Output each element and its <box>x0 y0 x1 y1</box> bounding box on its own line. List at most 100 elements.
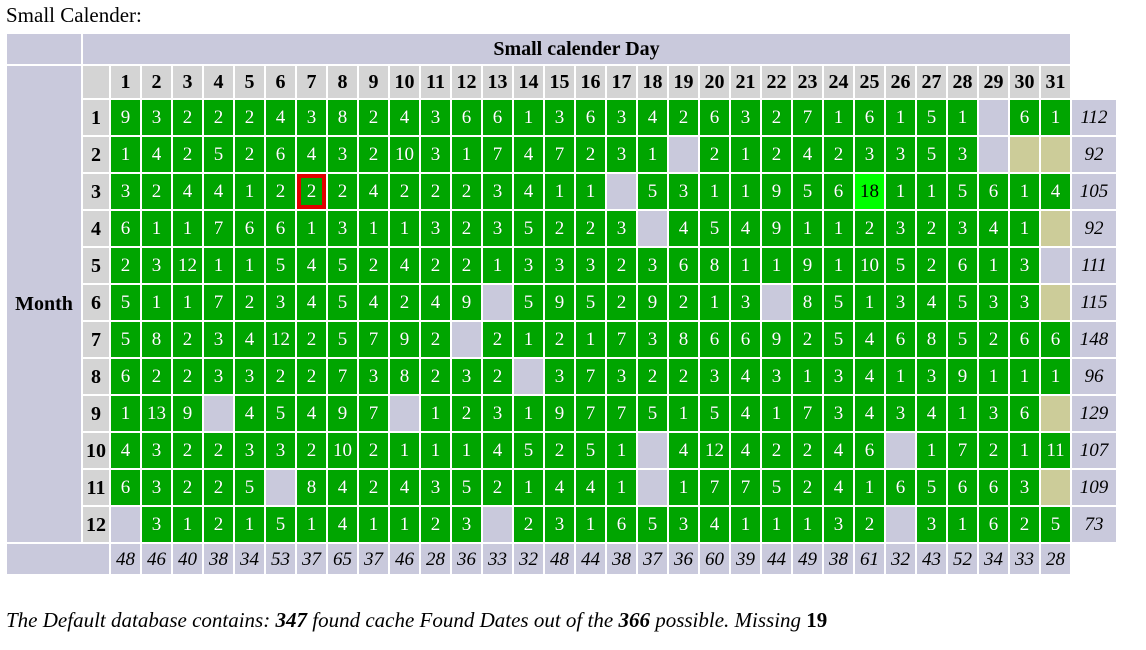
day-cell: 6 <box>1041 322 1070 357</box>
day-cell: 3 <box>638 248 667 283</box>
day-cell: 3 <box>638 322 667 357</box>
day-cell: 6 <box>483 100 512 135</box>
day-cell: 5 <box>700 396 729 431</box>
day-cell: 3 <box>545 248 574 283</box>
day-cell: 1 <box>669 396 698 431</box>
day-cell: 1 <box>824 100 853 135</box>
day-cell: 6 <box>235 211 264 246</box>
day-header: 10 <box>390 66 419 98</box>
day-cell: 1 <box>235 507 264 542</box>
day-cell: 5 <box>266 507 295 542</box>
day-cell <box>111 507 140 542</box>
day-cell: 1 <box>638 137 667 172</box>
corner-cell <box>7 34 81 64</box>
day-cell: 7 <box>359 396 388 431</box>
day-cell: 3 <box>142 433 171 468</box>
day-cell: 4 <box>793 137 822 172</box>
day-cell: 9 <box>762 322 791 357</box>
column-total: 44 <box>576 544 605 574</box>
month-label: 4 <box>83 211 109 246</box>
column-total: 32 <box>886 544 915 574</box>
month-label: 9 <box>83 396 109 431</box>
day-cell: 1 <box>452 137 481 172</box>
day-cell: 2 <box>514 507 543 542</box>
day-cell: 7 <box>576 359 605 394</box>
day-header: 16 <box>576 66 605 98</box>
day-cell: 3 <box>607 359 636 394</box>
day-cell: 2 <box>297 433 326 468</box>
day-cell: 4 <box>235 396 264 431</box>
day-cell: 2 <box>359 137 388 172</box>
day-header: 13 <box>483 66 512 98</box>
day-cell: 5 <box>576 285 605 320</box>
day-cell: 8 <box>669 322 698 357</box>
day-cell <box>979 100 1008 135</box>
day-cell <box>979 137 1008 172</box>
row-total: 92 <box>1072 211 1116 246</box>
day-cell <box>1041 248 1070 283</box>
column-total: 48 <box>545 544 574 574</box>
day-cell: 4 <box>235 322 264 357</box>
day-cell: 1 <box>1010 174 1039 209</box>
day-cell: 1 <box>514 322 543 357</box>
column-total: 53 <box>266 544 295 574</box>
day-cell: 3 <box>142 470 171 505</box>
day-cell: 2 <box>111 248 140 283</box>
day-cell: 4 <box>328 507 357 542</box>
day-cell <box>1041 396 1070 431</box>
day-cell: 6 <box>700 100 729 135</box>
day-cell: 1 <box>762 248 791 283</box>
day-cell: 3 <box>700 359 729 394</box>
day-cell: 13 <box>142 396 171 431</box>
day-cell: 3 <box>328 137 357 172</box>
day-cell: 3 <box>1010 470 1039 505</box>
day-cell: 6 <box>111 470 140 505</box>
day-cell: 1 <box>917 174 946 209</box>
day-cell: 4 <box>297 137 326 172</box>
day-cell: 10 <box>855 248 884 283</box>
day-cell: 6 <box>576 100 605 135</box>
day-cell: 2 <box>359 100 388 135</box>
summary-segment: 366 <box>618 608 650 632</box>
day-cell: 1 <box>173 507 202 542</box>
day-cell: 3 <box>545 100 574 135</box>
day-cell: 3 <box>1010 285 1039 320</box>
day-cell: 2 <box>452 174 481 209</box>
month-axis-title: Month <box>7 66 81 542</box>
column-total: 33 <box>483 544 512 574</box>
day-cell: 2 <box>204 100 233 135</box>
day-cell: 2 <box>824 137 853 172</box>
day-cell: 2 <box>421 359 450 394</box>
day-header: 11 <box>421 66 450 98</box>
month-label: 3 <box>83 174 109 209</box>
day-cell: 1 <box>762 396 791 431</box>
day-cell: 1 <box>824 211 853 246</box>
day-cell: 12 <box>173 248 202 283</box>
day-cell: 5 <box>917 137 946 172</box>
day-cell: 2 <box>452 396 481 431</box>
day-cell: 9 <box>173 396 202 431</box>
day-cell: 3 <box>328 211 357 246</box>
day-cell: 1 <box>545 174 574 209</box>
day-cell <box>1041 137 1070 172</box>
day-header: 28 <box>948 66 977 98</box>
day-cell: 3 <box>142 507 171 542</box>
day-cell: 2 <box>545 322 574 357</box>
day-cell: 5 <box>111 285 140 320</box>
day-cell: 4 <box>266 100 295 135</box>
day-cell: 1 <box>917 433 946 468</box>
day-cell: 5 <box>514 433 543 468</box>
day-cell: 1 <box>700 174 729 209</box>
day-cell: 7 <box>700 470 729 505</box>
day-cell: 3 <box>731 100 760 135</box>
day-cell: 3 <box>607 211 636 246</box>
day-cell: 3 <box>948 211 977 246</box>
day-cell: 1 <box>607 470 636 505</box>
day-cell: 1 <box>700 285 729 320</box>
day-cell: 2 <box>359 433 388 468</box>
day-cell: 3 <box>762 359 791 394</box>
summary-segment: possible. Missing <box>649 608 807 632</box>
day-cell: 1 <box>514 470 543 505</box>
day-cell: 2 <box>576 137 605 172</box>
month-label: 2 <box>83 137 109 172</box>
